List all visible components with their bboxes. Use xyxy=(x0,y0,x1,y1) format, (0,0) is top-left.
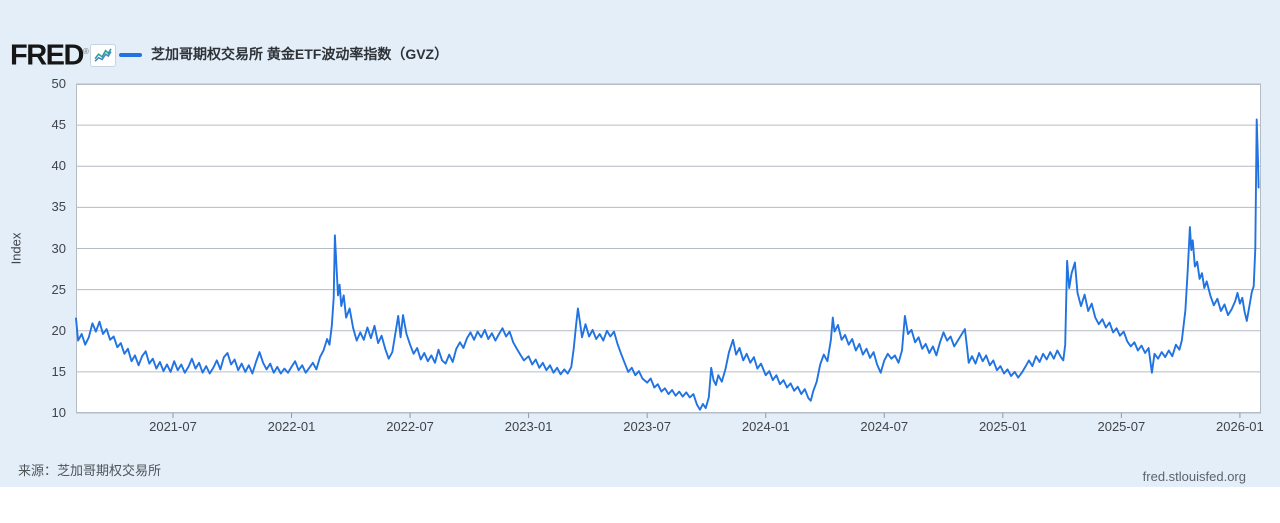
y-tick-10: 10 xyxy=(51,405,66,420)
fred-site-link[interactable]: fred.stlouisfed.org xyxy=(1142,469,1246,484)
x-tick-2023-01: 2023-01 xyxy=(504,419,553,434)
x-tick-2025-07: 2025-07 xyxy=(1097,419,1146,434)
x-tick-2023-07: 2023-07 xyxy=(623,419,672,434)
y-tick-50: 50 xyxy=(51,76,66,91)
y-tick-20: 20 xyxy=(51,322,66,338)
fred-chart-icon xyxy=(90,44,116,67)
x-tick-2022-01: 2022-01 xyxy=(267,419,316,434)
y-tick-40: 40 xyxy=(51,158,66,174)
x-axis-tick-labels: 2021-07 2022-01 2022-07 2023-01 2023-07 2024-… xyxy=(76,419,1264,437)
x-tick-2024-07: 2024-07 xyxy=(860,419,909,434)
plot-border xyxy=(76,84,1261,413)
fred-logo[interactable]: FRED® xyxy=(10,38,89,70)
x-tick-2024-01: 2024-01 xyxy=(741,419,790,434)
y-axis-tick-labels: 50 45 40 35 30 25 20 15 10 xyxy=(0,76,66,420)
legend-line-marker xyxy=(119,53,142,57)
x-tick-2025-01: 2025-01 xyxy=(978,419,1027,434)
x-tick-2021-07: 2021-07 xyxy=(149,419,197,434)
fred-logo-text: FRED xyxy=(10,39,84,72)
legend-series-gvz[interactable]: 芝加哥期权交易所 黄金ETF波动率指数（GVZ） xyxy=(119,44,448,64)
chart-svg xyxy=(75,83,1261,418)
y-tick-35: 35 xyxy=(51,199,66,215)
y-tick-25: 25 xyxy=(51,281,66,297)
series-line-0 xyxy=(75,118,1260,411)
legend-series-label: 芝加哥期权交易所 黄金ETF波动率指数（GVZ） xyxy=(151,46,449,62)
source-note: 来源：芝加哥期权交易所 xyxy=(18,463,162,478)
y-tick-15: 15 xyxy=(51,363,66,379)
zigzag-lines-icon xyxy=(94,48,112,62)
x-tick-2026-01: 2026-01 xyxy=(1216,419,1264,434)
registered-mark: ® xyxy=(82,47,89,56)
chart-plot-area[interactable] xyxy=(75,83,1261,418)
y-tick-30: 30 xyxy=(51,240,66,256)
x-tick-2022-07: 2022-07 xyxy=(386,419,434,434)
y-tick-45: 45 xyxy=(51,117,66,133)
